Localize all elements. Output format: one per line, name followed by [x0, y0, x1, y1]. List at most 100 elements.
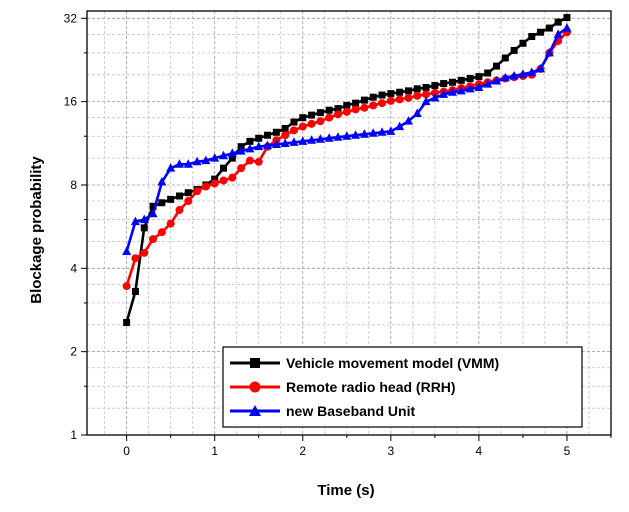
- data-point-rrh: [201, 182, 210, 191]
- data-point-rrh: [131, 254, 140, 263]
- legend-box: [222, 346, 583, 428]
- data-point-vmm: [264, 131, 272, 139]
- data-point-bbu: [298, 136, 308, 145]
- data-point-bbu: [412, 108, 422, 117]
- data-point-bbu: [201, 155, 211, 165]
- data-point-bbu: [562, 23, 572, 32]
- data-point-vmm: [457, 76, 465, 84]
- data-point-rrh: [289, 126, 298, 135]
- axes: [81, 10, 612, 441]
- data-point-vmm: [290, 118, 298, 126]
- data-point-vmm: [448, 78, 456, 86]
- data-point-vmm: [519, 39, 527, 47]
- plot-frame: [86, 10, 612, 436]
- data-point-vmm: [220, 164, 228, 172]
- y-tick-label: 2: [70, 345, 77, 359]
- data-point-vmm: [343, 101, 351, 109]
- data-point-vmm: [175, 192, 183, 200]
- data-point-bbu: [509, 71, 519, 80]
- data-point-rrh: [175, 205, 184, 214]
- data-point-bbu: [492, 75, 502, 85]
- data-point-bbu: [377, 127, 387, 136]
- data-point-vmm: [440, 80, 448, 88]
- data-point-vmm: [158, 199, 166, 207]
- data-point-bbu: [254, 141, 264, 151]
- data-point-bbu: [456, 85, 466, 95]
- data-point-bbu: [139, 214, 149, 224]
- data-point-rrh: [254, 157, 263, 166]
- data-point-vmm: [466, 74, 474, 82]
- data-point-vmm: [493, 62, 501, 70]
- data-point-bbu: [359, 129, 369, 138]
- y-tick-label: 1: [70, 428, 77, 442]
- legend-label-rrh: Remote radio head (RRH): [286, 379, 456, 395]
- data-point-vmm: [281, 124, 289, 132]
- data-point-bbu: [421, 96, 431, 106]
- data-point-rrh: [342, 107, 351, 116]
- data-point-vmm: [184, 189, 192, 197]
- data-point-rrh: [404, 93, 413, 102]
- x-tick-label: 0: [123, 444, 130, 458]
- y-axis-title: Blockage probability: [28, 156, 45, 304]
- data-point-rrh: [228, 173, 237, 182]
- data-point-bbu: [210, 153, 220, 162]
- data-point-rrh: [351, 105, 360, 114]
- data-point-bbu: [439, 89, 449, 98]
- data-point-vmm: [378, 91, 386, 99]
- data-point-bbu: [307, 135, 317, 144]
- x-tick-label: 1: [211, 444, 218, 458]
- data-point-rrh: [395, 95, 404, 104]
- data-point-vmm: [123, 318, 131, 326]
- data-point-vmm: [404, 87, 412, 95]
- data-point-vmm: [528, 33, 536, 41]
- data-point-rrh: [422, 90, 431, 99]
- data-point-vmm: [431, 81, 439, 89]
- data-point-bbu: [280, 138, 290, 147]
- data-point-rrh: [210, 179, 219, 188]
- y-tick-label: 32: [64, 11, 78, 25]
- data-point-bbu: [500, 72, 510, 82]
- data-point-rrh: [149, 235, 158, 244]
- data-point-vmm: [413, 85, 421, 93]
- data-point-bbu: [130, 216, 140, 226]
- data-point-vmm: [510, 46, 518, 54]
- data-point-rrh: [245, 156, 254, 165]
- legend-marker-vmm: [250, 358, 260, 368]
- data-point-bbu: [465, 83, 475, 93]
- data-point-vmm: [299, 114, 307, 122]
- data-point-vmm: [396, 88, 404, 96]
- data-point-bbu: [527, 67, 537, 76]
- data-point-rrh: [281, 131, 290, 140]
- data-point-rrh: [307, 119, 316, 128]
- data-point-bbu: [157, 177, 167, 186]
- data-point-rrh: [122, 282, 131, 291]
- data-point-bbu: [342, 131, 352, 140]
- data-point-bbu: [227, 148, 237, 157]
- data-point-bbu: [351, 130, 361, 139]
- legend-marker-rrh: [249, 381, 261, 393]
- tick-labels: 0 1 2 3 4 5 1 2 4 8 16 32: [64, 11, 571, 458]
- data-point-vmm: [211, 175, 219, 183]
- data-point-vmm: [272, 128, 280, 136]
- data-point-rrh: [237, 164, 246, 173]
- data-point-vmm: [316, 109, 324, 117]
- data-point-rrh: [184, 197, 193, 206]
- data-point-bbu: [245, 143, 255, 153]
- data-point-vmm: [545, 24, 553, 32]
- data-point-vmm: [246, 137, 254, 145]
- data-point-bbu: [395, 121, 405, 131]
- data-point-bbu: [430, 92, 440, 102]
- data-point-bbu: [289, 137, 299, 146]
- data-point-bbu: [447, 87, 457, 96]
- data-point-vmm: [537, 28, 545, 36]
- data-point-bbu: [219, 150, 229, 160]
- data-point-bbu: [183, 159, 193, 168]
- data-point-rrh: [166, 219, 175, 228]
- data-point-bbu: [403, 116, 413, 125]
- data-point-rrh: [360, 103, 369, 112]
- legend-marker-bbu: [249, 405, 261, 416]
- data-point-rrh: [325, 113, 334, 122]
- data-point-vmm: [369, 93, 377, 101]
- data-point-bbu: [544, 47, 554, 57]
- data-point-rrh: [193, 187, 202, 196]
